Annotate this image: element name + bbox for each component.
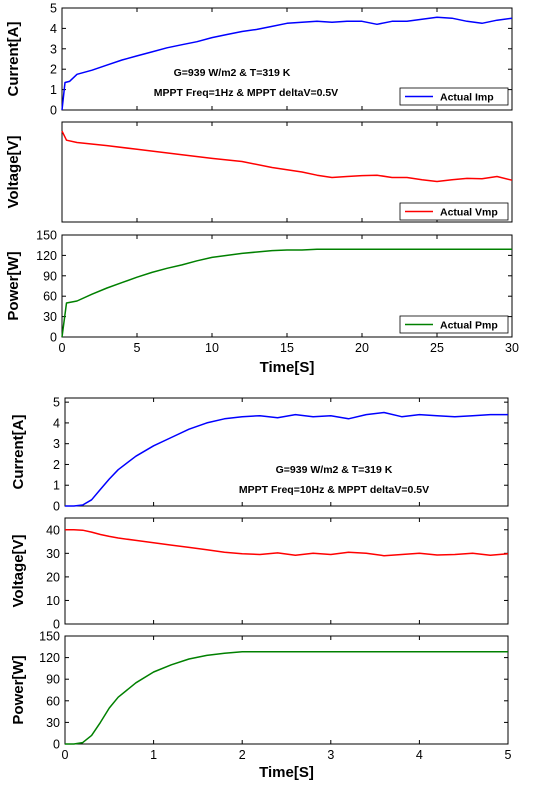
fig1-panel2-series-line xyxy=(61,130,513,183)
fig1-panel3-ytick-label: 150 xyxy=(36,229,57,243)
fig1-panel1-legend-box xyxy=(399,87,509,106)
fig1-panel3-ytick-label: 90 xyxy=(43,269,57,283)
fig2-panel2-ytick-label: 40 xyxy=(46,523,60,537)
fig1-panel1-series-line xyxy=(61,16,513,111)
fig1-panel3-xtick-label: 25 xyxy=(430,341,444,355)
fig2-panel1-series-line xyxy=(65,411,508,507)
fig1-panel3-ytick-label: 30 xyxy=(43,310,57,324)
fig2-panel3-xtick-label: 3 xyxy=(327,748,334,762)
fig1-panel3-xtick-label: 5 xyxy=(134,341,141,355)
fig2-panel3-ytick-label: 120 xyxy=(39,651,60,665)
fig1-panel1-legend-label: Actual Imp xyxy=(440,92,494,104)
fig2-panel1-annotation-line1: G=939 W/m2 & T=319 K xyxy=(276,464,393,476)
fig1-panel3-xtick-label: 0 xyxy=(59,341,66,355)
fig1-panel3-ytick-label: 120 xyxy=(36,249,57,263)
fig2-panel2-frame xyxy=(64,517,509,625)
fig1-panel3-series-line xyxy=(61,248,512,338)
fig1-panel2-ylabel: Voltage[V] xyxy=(5,135,22,208)
fig1-panel3-ytick-label: 60 xyxy=(43,290,57,304)
fig2-panel3-ytick-label: 0 xyxy=(53,738,60,752)
fig2-panel1-ytick-label: 4 xyxy=(53,416,60,430)
fig2-panel3-series-line xyxy=(65,651,508,745)
fig2-panel3-xtick-label: 1 xyxy=(150,748,157,762)
fig1-panel1-annotation-line2: MPPT Freq=1Hz & MPPT deltaV=0.5V xyxy=(154,87,338,99)
fig2-panel3-frame xyxy=(64,635,509,745)
fig2-panel2-ytick-label: 30 xyxy=(46,547,60,561)
fig1-panel1-ytick-label: 4 xyxy=(50,22,57,36)
fig2-panel1-ytick-label: 0 xyxy=(53,500,60,514)
fig1-panel1-ytick-label: 3 xyxy=(50,42,57,56)
fig1-panel1-ytick-label: 1 xyxy=(50,83,57,97)
fig1-panel3-xtick-label: 30 xyxy=(505,341,519,355)
fig1-xlabel: Time[S] xyxy=(260,359,315,376)
fig1-panel2-legend-label: Actual Vmp xyxy=(440,207,498,219)
fig1-panel1-ytick-label: 2 xyxy=(50,63,57,77)
fig1-panel3-ylabel: Power[W] xyxy=(5,251,22,320)
fig1-panel1-ytick-label: 5 xyxy=(50,2,57,16)
fig1-panel3-xtick-label: 15 xyxy=(280,341,294,355)
fig2-panel2-ytick-label: 20 xyxy=(46,570,60,584)
fig1-panel3-legend-label: Actual Pmp xyxy=(440,320,498,332)
fig2-panel1-ytick-label: 1 xyxy=(53,479,60,493)
fig2-panel3-xtick-label: 5 xyxy=(505,748,512,762)
fig2-panel1-ytick-label: 5 xyxy=(53,396,60,410)
fig2-panel1-ylabel: Current[A] xyxy=(10,415,27,490)
fig2-panel3-ytick-label: 90 xyxy=(46,673,60,687)
fig1-panel1-ytick-label: 0 xyxy=(50,104,57,118)
fig2-panel2-series-line xyxy=(65,529,509,557)
fig2-panel3-ytick-label: 60 xyxy=(46,694,60,708)
fig2-panel3-ylabel: Power[W] xyxy=(10,655,27,724)
fig1-panel3-ytick-label: 0 xyxy=(50,331,57,345)
fig2-panel3-xtick-label: 2 xyxy=(239,748,246,762)
fig2-panel3-xtick-label: 4 xyxy=(416,748,423,762)
fig2-panel1-ytick-label: 2 xyxy=(53,458,60,472)
fig1-panel3-legend-box xyxy=(399,315,509,334)
fig2-panel3-ytick-label: 30 xyxy=(46,716,60,730)
fig2-xlabel: Time[S] xyxy=(259,764,314,781)
fig1-panel1-ylabel: Current[A] xyxy=(5,22,22,97)
fig1-panel2-legend-box xyxy=(399,202,509,221)
fig2-panel2-ytick-label: 10 xyxy=(46,594,60,608)
fig2-panel1-annotation-line2: MPPT Freq=10Hz & MPPT deltaV=0.5V xyxy=(239,484,429,496)
fig1-panel3-xtick-label: 10 xyxy=(205,341,219,355)
fig2-panel3-xtick-label: 0 xyxy=(62,748,69,762)
fig2-panel3-ytick-label: 150 xyxy=(39,630,60,644)
fig2-panel1-ytick-label: 3 xyxy=(53,437,60,451)
fig1-panel1-annotation-line1: G=939 W/m2 & T=319 K xyxy=(174,67,291,79)
fig1-panel3-xtick-label: 20 xyxy=(355,341,369,355)
fig2-panel2-ytick-label: 0 xyxy=(53,618,60,632)
fig2-panel2-ylabel: Voltage[V] xyxy=(10,534,27,607)
